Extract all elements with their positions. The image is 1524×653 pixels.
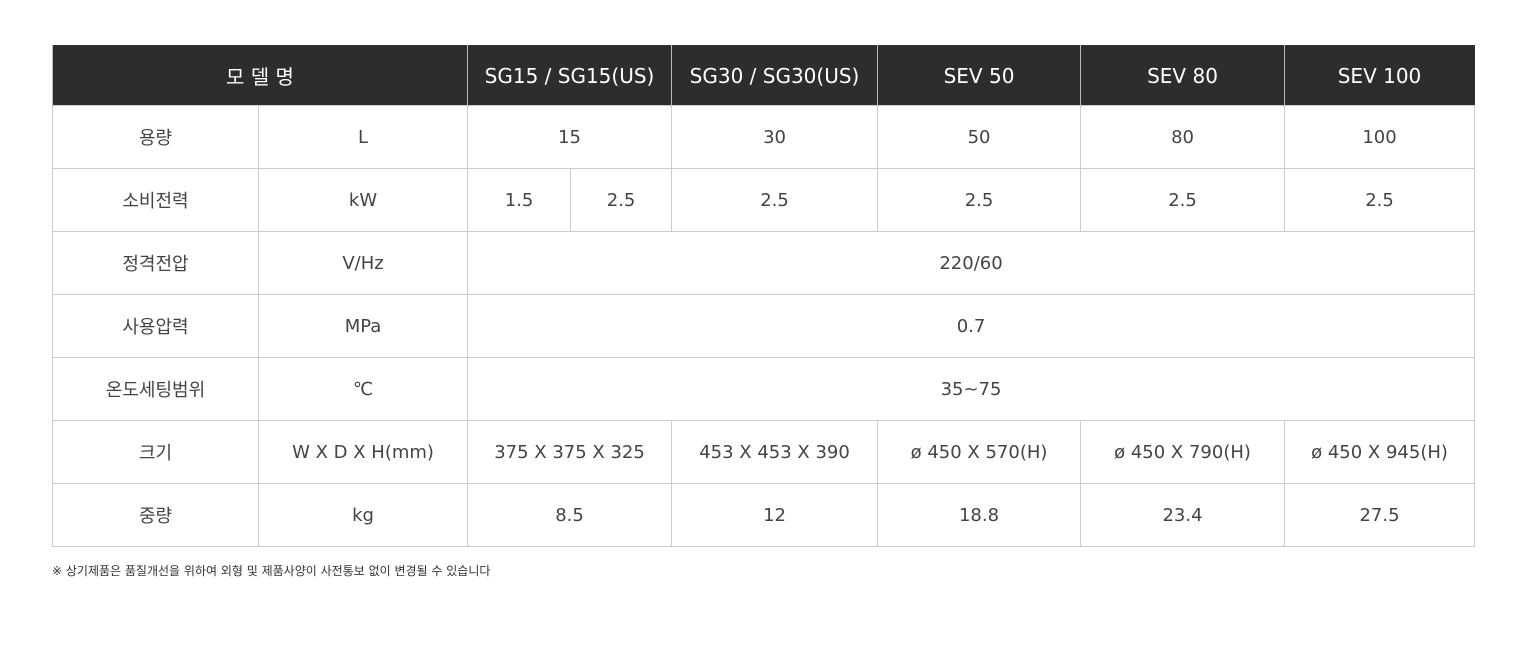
header-cell: SEV 50 bbox=[877, 45, 1081, 106]
value-cell: 2.5 bbox=[1284, 168, 1476, 232]
unit-cell: W X D X H(mm) bbox=[257, 420, 469, 484]
row-label: 중량 bbox=[52, 483, 259, 547]
row-label: 크기 bbox=[52, 420, 259, 484]
value-cell: 35~75 bbox=[467, 357, 1476, 421]
unit-cell: MPa bbox=[257, 294, 469, 358]
footnote: ※ 상기제품은 품질개선을 위하여 외형 및 제품사양이 사전통보 없이 변경될… bbox=[52, 564, 491, 578]
value-cell: 50 bbox=[877, 105, 1082, 169]
value-cell: 27.5 bbox=[1284, 483, 1476, 547]
unit-cell: L bbox=[257, 105, 469, 169]
header-cell: SEV 100 bbox=[1284, 45, 1475, 106]
value-cell: ø 450 X 945(H) bbox=[1284, 420, 1476, 484]
value-cell: 453 X 453 X 390 bbox=[671, 420, 879, 484]
row-label: 소비전력 bbox=[52, 168, 259, 232]
value-cell: 8.5 bbox=[467, 483, 673, 547]
unit-cell: ℃ bbox=[257, 357, 469, 421]
value-cell: 0.7 bbox=[467, 294, 1476, 358]
table-row: 사용압력 MPa 0.7 bbox=[52, 294, 1476, 358]
value-cell: 375 X 375 X 325 bbox=[467, 420, 673, 484]
unit-cell: kg bbox=[257, 483, 469, 547]
value-cell: 2.5 bbox=[570, 168, 673, 232]
row-label: 용량 bbox=[52, 105, 259, 169]
header-cell: 모 델 명 bbox=[51, 45, 468, 106]
row-label: 사용압력 bbox=[52, 294, 259, 358]
table-row: 중량 kg 8.5 12 18.8 23.4 27.5 bbox=[52, 483, 1476, 547]
value-cell: 2.5 bbox=[671, 168, 879, 232]
value-cell: 12 bbox=[671, 483, 879, 547]
value-cell: 23.4 bbox=[1080, 483, 1286, 547]
unit-cell: kW bbox=[257, 168, 469, 232]
value-cell: 100 bbox=[1284, 105, 1476, 169]
table-body: 용량 L 15 30 50 80 100 소비전력 kW 1.5 2.5 2.5 2.5 2.5 2.5 정격… bbox=[52, 105, 1476, 547]
header-row: 모 델 명 SG15 / SG15(US) SG30 / SG30(US) SEV 5… bbox=[51, 45, 1475, 106]
spec-table: 모 델 명 SG15 / SG15(US) SG30 / SG30(US) SEV 5… bbox=[51, 45, 1476, 547]
value-cell: 15 bbox=[467, 105, 673, 169]
value-cell: 220/60 bbox=[467, 231, 1476, 295]
value-cell: 30 bbox=[671, 105, 879, 169]
header-cell: SEV 80 bbox=[1080, 45, 1285, 106]
value-cell: 1.5 bbox=[467, 168, 572, 232]
header-cell: SG30 / SG30(US) bbox=[671, 45, 878, 106]
value-cell: 80 bbox=[1080, 105, 1286, 169]
row-label: 정격전압 bbox=[52, 231, 259, 295]
table-row: 온도세팅범위 ℃ 35~75 bbox=[52, 357, 1476, 421]
value-cell: ø 450 X 790(H) bbox=[1080, 420, 1286, 484]
value-cell: 2.5 bbox=[877, 168, 1082, 232]
table-row: 크기 W X D X H(mm) 375 X 375 X 325 453 X 453 … bbox=[52, 420, 1476, 484]
value-cell: ø 450 X 570(H) bbox=[877, 420, 1082, 484]
header-cell: SG15 / SG15(US) bbox=[467, 45, 672, 106]
value-cell: 18.8 bbox=[877, 483, 1082, 547]
table-row: 정격전압 V/Hz 220/60 bbox=[52, 231, 1476, 295]
row-label: 온도세팅범위 bbox=[52, 357, 259, 421]
table-row: 용량 L 15 30 50 80 100 bbox=[52, 105, 1476, 169]
unit-cell: V/Hz bbox=[257, 231, 469, 295]
table-row: 소비전력 kW 1.5 2.5 2.5 2.5 2.5 2.5 bbox=[52, 168, 1476, 232]
value-cell: 2.5 bbox=[1080, 168, 1286, 232]
